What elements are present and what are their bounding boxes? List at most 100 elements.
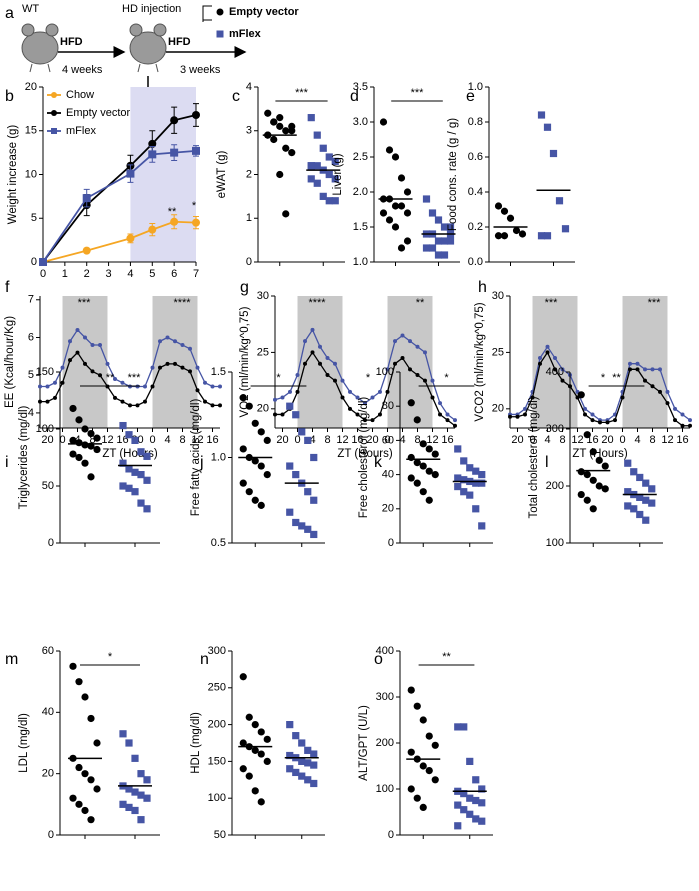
y-tick-label: 10 [25, 168, 37, 180]
x-tick-label: 3 [106, 268, 112, 280]
marker [673, 406, 677, 411]
marker [478, 479, 486, 487]
y-tick-label: 0 [246, 256, 252, 268]
y-tick-label: 300 [546, 423, 564, 435]
marker [75, 416, 83, 424]
marker [239, 765, 247, 773]
y-tick-label: 20 [42, 768, 54, 780]
marker [276, 122, 284, 130]
marker [419, 762, 427, 770]
marker [500, 232, 509, 240]
marker [385, 146, 394, 154]
marker [665, 401, 670, 406]
marker [472, 815, 480, 823]
marker [635, 361, 640, 366]
marker [688, 418, 692, 423]
x-tick-label: 8 [89, 434, 95, 446]
marker [425, 467, 433, 475]
marker [81, 806, 89, 815]
marker [419, 716, 427, 724]
marker [148, 225, 157, 234]
annotation: **** [308, 297, 326, 309]
marker [137, 448, 145, 456]
y-tick-label: 3.0 [353, 116, 368, 128]
x-tick-label: 4 [544, 434, 550, 446]
legend-label: Empty vector [229, 6, 299, 18]
marker [210, 403, 215, 408]
marker [93, 434, 101, 442]
marker [210, 384, 215, 389]
marker [430, 378, 435, 383]
marker [87, 473, 95, 481]
marker [75, 678, 83, 686]
marker [688, 423, 692, 428]
marker [273, 412, 277, 417]
marker [446, 223, 455, 231]
marker [333, 378, 337, 383]
marker [257, 428, 265, 436]
y-tick-label: 40 [42, 706, 54, 718]
x-tick-label: 16 [676, 434, 688, 446]
marker [642, 479, 650, 487]
legend-label: Chow [66, 89, 94, 101]
marker [288, 389, 292, 394]
marker [454, 474, 462, 482]
y-tick-label: 20 [257, 403, 269, 415]
marker [263, 471, 271, 479]
period-label: 3 weeks [180, 64, 221, 76]
y-tick-label: 20 [382, 503, 394, 515]
panel-letter: i [5, 454, 9, 471]
marker [403, 209, 412, 217]
x-tick-label: 4 [309, 434, 315, 446]
marker [635, 367, 640, 372]
marker [81, 425, 89, 433]
marker [81, 459, 89, 467]
marker [282, 210, 290, 218]
y-axis-label: Liver (g) [332, 153, 344, 195]
marker [245, 713, 253, 721]
x-tick-label: 4 [164, 434, 170, 446]
x-tick-label: 8 [179, 434, 185, 446]
marker [673, 418, 677, 423]
marker [298, 522, 306, 530]
marker [87, 816, 95, 824]
marker [295, 389, 300, 394]
marker [393, 339, 397, 344]
marker [192, 146, 200, 155]
y-axis-label: EE (Kcal/hour/Kg) [4, 316, 16, 408]
marker [304, 525, 312, 533]
marker [286, 721, 294, 729]
marker [363, 418, 367, 423]
marker [425, 496, 433, 504]
marker [82, 194, 91, 203]
y-tick-label: 1.5 [211, 366, 226, 378]
y-axis-label: Triglycerides (mg/dl) [18, 405, 30, 509]
marker [393, 361, 397, 366]
marker [331, 175, 339, 183]
significance-label: *** [411, 87, 425, 99]
marker [105, 384, 110, 389]
significance-label: ** [106, 372, 115, 384]
marker [583, 412, 587, 417]
y-tick-label: 400 [546, 366, 564, 378]
marker [75, 327, 80, 332]
y-tick-label: 6 [28, 331, 34, 343]
y-tick-label: 25 [492, 346, 504, 358]
marker [628, 361, 632, 366]
marker [419, 803, 427, 812]
marker [125, 465, 133, 473]
marker [331, 157, 339, 165]
marker [131, 436, 139, 444]
marker [188, 369, 192, 374]
marker [170, 148, 179, 157]
marker [431, 741, 439, 749]
marker [438, 412, 442, 417]
marker [460, 457, 468, 465]
marker [391, 202, 400, 210]
marker [125, 739, 133, 747]
marker [589, 505, 597, 513]
marker [218, 384, 222, 389]
x-tick-label: 16 [206, 434, 218, 446]
shaded-region [130, 87, 196, 262]
marker [69, 662, 77, 670]
